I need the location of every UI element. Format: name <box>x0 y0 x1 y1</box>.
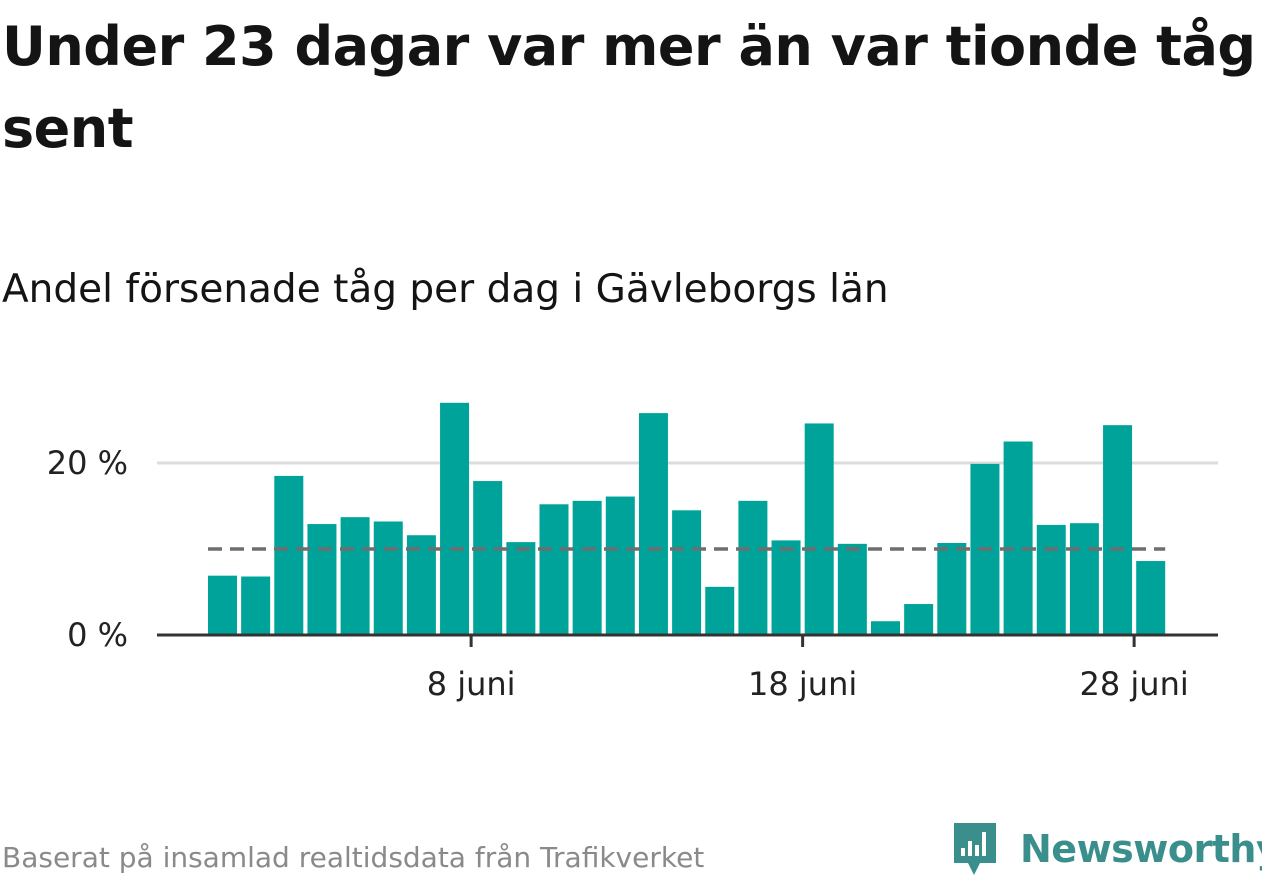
bar <box>340 517 370 635</box>
bar <box>804 423 834 635</box>
bar <box>373 521 403 635</box>
chart-subtitle: Andel försenade tåg per dag i Gävleborgs… <box>2 267 889 312</box>
bar <box>937 542 967 635</box>
bar <box>208 575 237 635</box>
newsworthy-logo-icon <box>954 823 996 875</box>
axes: 0 % 20 % 8 juni 18 juni 28 juni <box>47 444 1218 703</box>
bar <box>871 621 900 635</box>
x-tick-label: 28 juni <box>1080 665 1189 703</box>
bar <box>638 413 668 635</box>
bar <box>506 542 536 635</box>
bar <box>241 576 271 635</box>
bar <box>473 481 503 635</box>
y-tick-label: 0 % <box>67 616 128 654</box>
bar <box>605 496 635 635</box>
brand-name: Newsworthy <box>1020 827 1262 871</box>
bar <box>307 524 337 635</box>
source-note: Baserat på insamlad realtidsdata från Tr… <box>2 841 705 874</box>
bar <box>274 475 304 635</box>
bar <box>539 504 569 635</box>
bar <box>904 604 934 635</box>
bar <box>1136 561 1166 635</box>
bar <box>672 510 702 635</box>
bar <box>406 535 436 635</box>
bar <box>440 402 470 635</box>
chart-title: Under 23 dagar var mer än var tionde tåg… <box>2 15 1256 160</box>
bar <box>738 500 768 635</box>
bar <box>771 540 801 635</box>
x-tick-label: 18 juni <box>748 665 857 703</box>
y-tick-label: 20 % <box>47 444 128 482</box>
bar <box>572 500 602 635</box>
bar <box>1036 524 1066 635</box>
bar <box>705 586 735 635</box>
bars <box>208 402 1166 635</box>
bar <box>1069 523 1099 635</box>
bar <box>1003 441 1033 635</box>
x-tick-label: 8 juni <box>427 665 516 703</box>
bar <box>837 543 867 635</box>
brand-logo: Newsworthy <box>950 818 1262 880</box>
bar <box>1103 425 1133 635</box>
